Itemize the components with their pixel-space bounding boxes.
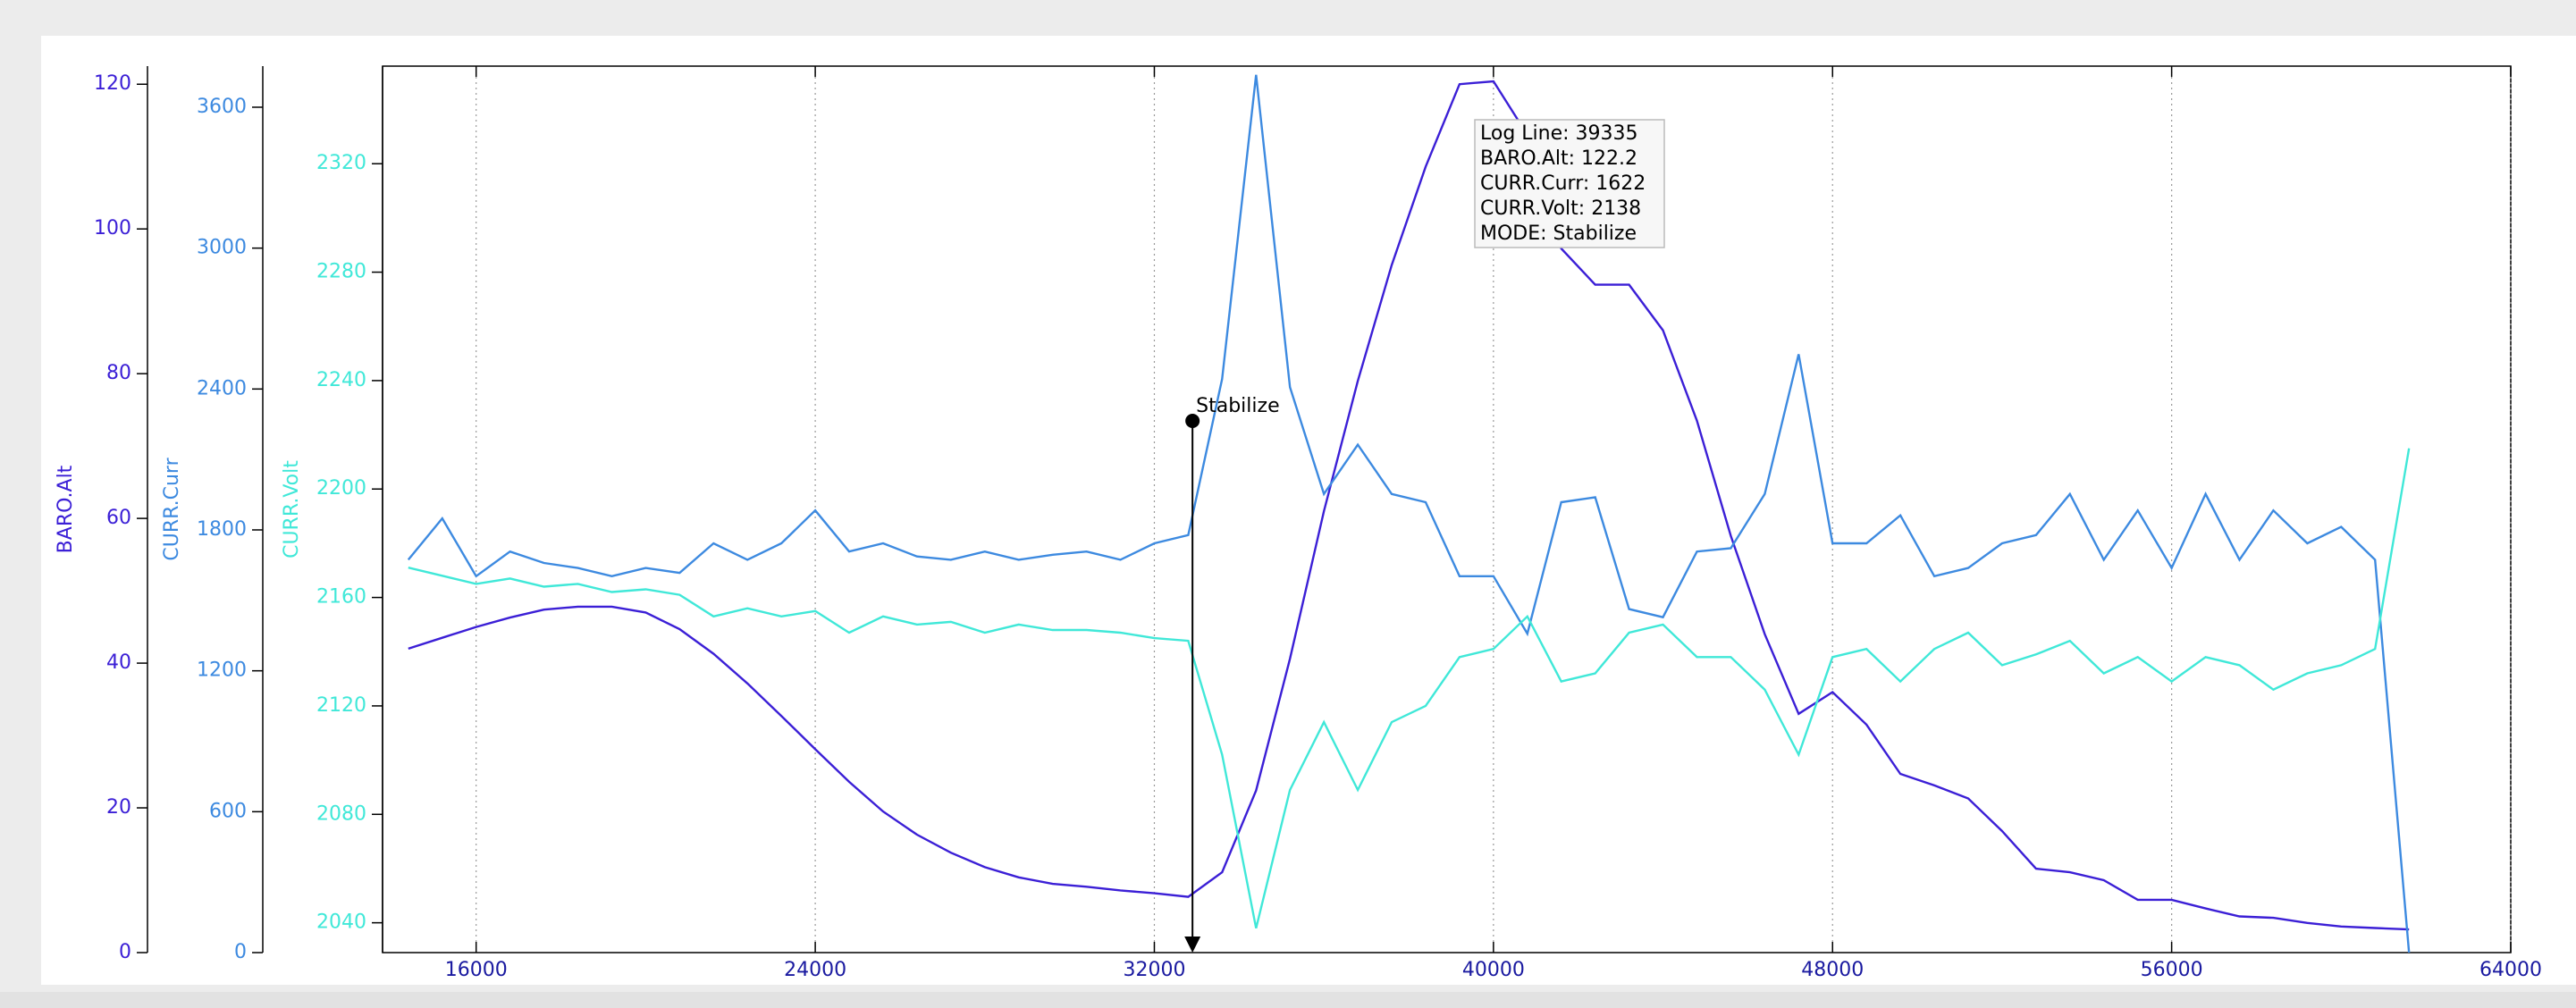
tooltip-line: CURR.Volt: 2138 xyxy=(1480,197,1641,220)
y-tick-label: 3000 xyxy=(197,237,247,259)
y-tick-label: 120 xyxy=(94,72,131,95)
y-tick-label: 2160 xyxy=(316,586,366,609)
x-tick-label: 16000 xyxy=(445,959,508,981)
x-tick-label: 32000 xyxy=(1123,959,1185,981)
y-axis-label: CURR.Curr xyxy=(161,457,183,560)
panel xyxy=(41,36,2576,985)
y-tick-label: 2280 xyxy=(316,261,366,283)
x-tick-label: 64000 xyxy=(2479,959,2542,981)
y-tick-label: 2400 xyxy=(197,377,247,399)
y-axis-label: BARO.Alt xyxy=(55,465,77,553)
x-tick-label: 48000 xyxy=(1801,959,1864,981)
tooltip-box xyxy=(1474,119,1665,248)
y-tick-label: 0 xyxy=(234,941,247,963)
tooltip-line: CURR.Curr: 1622 xyxy=(1480,172,1646,195)
y-tick-label: 20 xyxy=(106,796,131,819)
y-tick-label: 2080 xyxy=(316,802,366,825)
annotation-label: Stabilize xyxy=(1196,395,1279,417)
tooltip-line: Log Line: 39335 xyxy=(1480,122,1638,145)
y-tick-label: 80 xyxy=(106,362,131,384)
y-tick-label: 60 xyxy=(106,507,131,529)
series-line xyxy=(407,74,2411,953)
y-tick-label: 1800 xyxy=(197,518,247,541)
y-tick-label: 100 xyxy=(94,217,131,239)
x-tick-label: 24000 xyxy=(784,959,846,981)
plot-area xyxy=(407,74,2411,953)
y-tick-label: 3600 xyxy=(197,96,247,118)
y-tick-label: 2320 xyxy=(316,152,366,174)
tooltip-line: BARO.Alt: 122.2 xyxy=(1480,147,1637,170)
y-tick-label: 2200 xyxy=(316,477,366,500)
series-line xyxy=(408,80,2410,931)
y-tick-label: 2120 xyxy=(316,694,366,717)
y-tick-label: 2240 xyxy=(316,369,366,391)
y-tick-label: 600 xyxy=(209,800,247,822)
x-tick-label: 40000 xyxy=(1462,959,1525,981)
x-tick-label: 56000 xyxy=(2141,959,2203,981)
annotation-dot xyxy=(1185,414,1200,428)
annotation-arrow xyxy=(1184,937,1201,953)
y-tick-label: 0 xyxy=(119,941,131,963)
y-axis-label: CURR.Volt xyxy=(281,460,303,559)
series-line xyxy=(408,448,2411,928)
y-tick-label: 2040 xyxy=(316,911,366,934)
tooltip-line: MODE: Stabilize xyxy=(1480,223,1637,245)
scrollbar[interactable] xyxy=(0,992,2576,1008)
y-tick-label: 1200 xyxy=(197,659,247,682)
y-tick-label: 40 xyxy=(106,651,131,674)
